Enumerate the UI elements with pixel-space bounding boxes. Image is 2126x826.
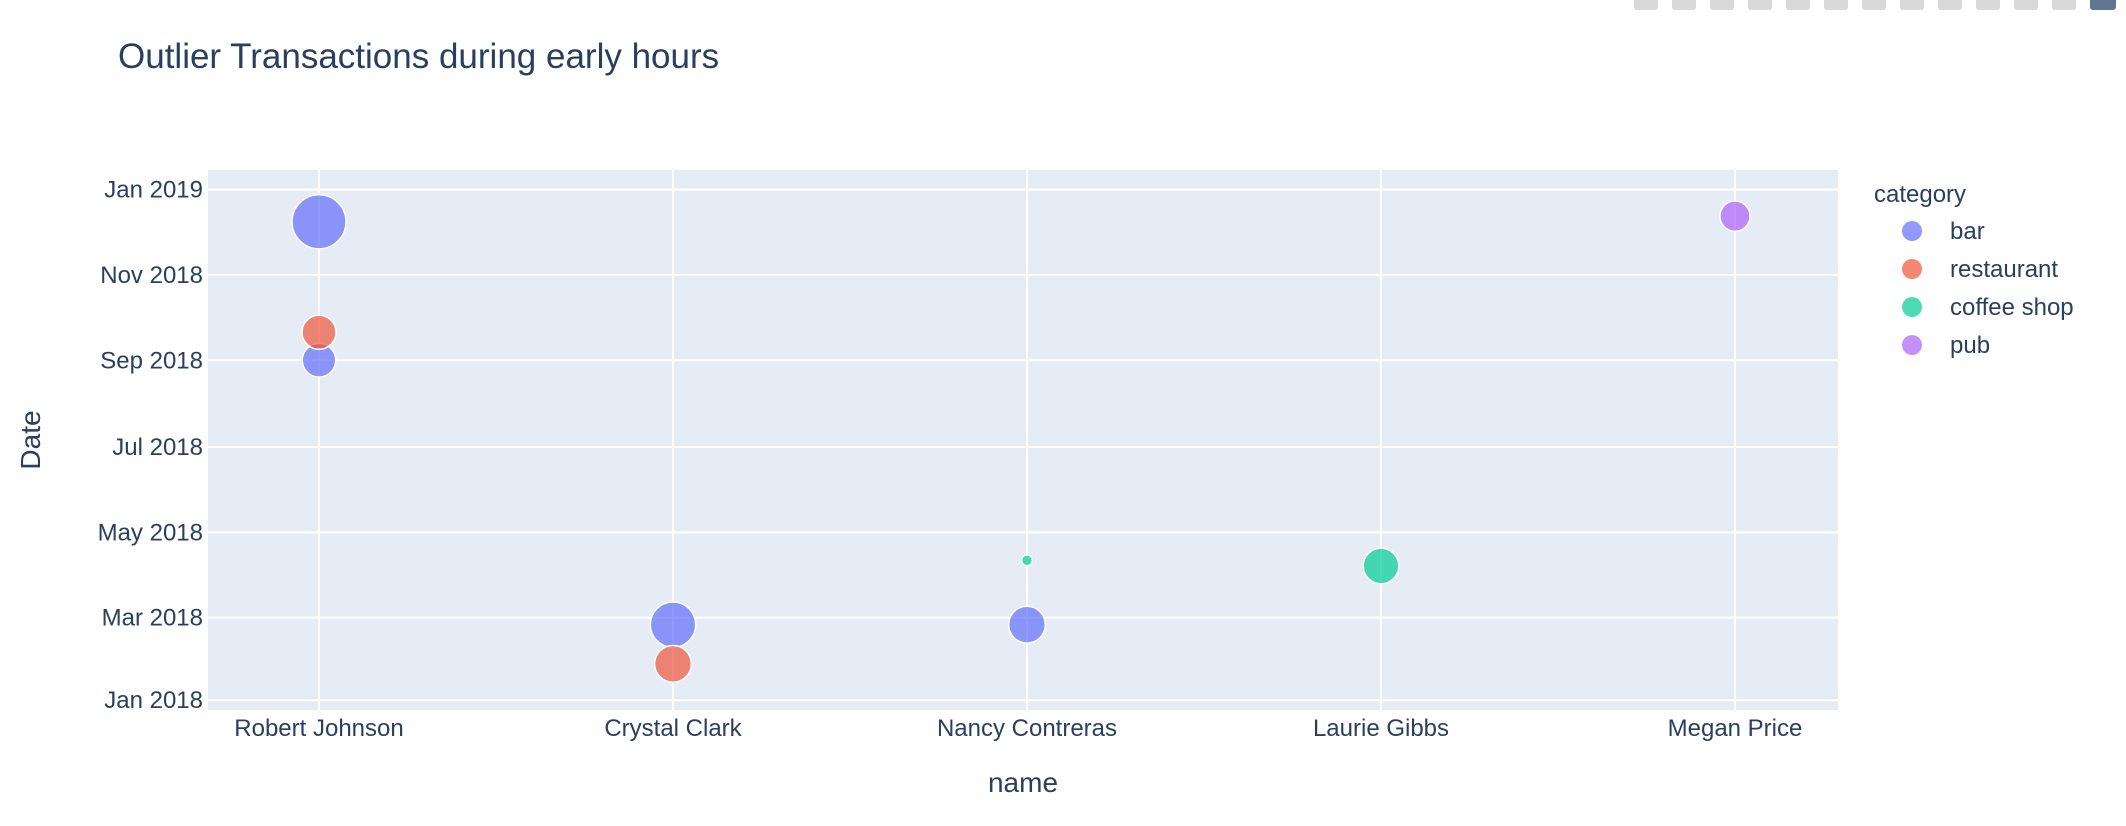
autoscale-icon[interactable] <box>1900 0 1924 10</box>
y-tick-label: May 2018 <box>98 519 203 546</box>
y-tick-label: Sep 2018 <box>100 347 203 374</box>
data-point-bar[interactable] <box>1007 605 1047 644</box>
legend-item-label[interactable]: bar <box>1950 218 1985 245</box>
legend-item-label[interactable]: coffee shop <box>1950 294 2074 321</box>
data-points[interactable] <box>291 194 1751 683</box>
legend-title: category <box>1874 181 1966 208</box>
reset-axes-icon[interactable] <box>1938 0 1962 10</box>
y-tick-label: Jan 2018 <box>104 687 203 714</box>
pan-icon[interactable] <box>1710 0 1734 10</box>
x-tick-label: Megan Price <box>1668 715 1803 742</box>
lasso-select-icon[interactable] <box>1786 0 1810 10</box>
legend-marker[interactable] <box>1902 297 1922 317</box>
data-point-restaurant[interactable] <box>301 314 337 351</box>
legend-marker[interactable] <box>1902 335 1922 355</box>
y-tick-label: Jul 2018 <box>112 434 203 461</box>
legend-item-label[interactable]: restaurant <box>1950 256 2058 283</box>
data-point-coffee-shop[interactable] <box>1020 554 1034 567</box>
y-tick-label: Mar 2018 <box>102 605 203 632</box>
data-point-bar[interactable] <box>649 601 697 649</box>
modebar[interactable] <box>1634 0 2116 14</box>
legend-marker[interactable] <box>1902 221 1922 241</box>
hover-closest-icon[interactable] <box>2014 0 2038 10</box>
legend-marker[interactable] <box>1902 259 1922 279</box>
spike-lines-icon[interactable] <box>1976 0 2000 10</box>
y-tick-label: Nov 2018 <box>100 262 203 289</box>
x-axis-label: name <box>988 767 1058 798</box>
x-tick-label: Crystal Clark <box>604 715 742 742</box>
data-point-bar[interactable] <box>291 194 347 250</box>
zoom-in-icon[interactable] <box>1824 0 1848 10</box>
data-point-coffee-shop[interactable] <box>1362 547 1400 585</box>
x-tick-label: Laurie Gibbs <box>1313 715 1449 742</box>
data-point-restaurant[interactable] <box>653 644 693 683</box>
plotly-logo-icon[interactable] <box>2090 0 2116 10</box>
x-tick-label: Robert Johnson <box>234 715 403 742</box>
chart-title: Outlier Transactions during early hours <box>118 37 719 76</box>
y-axis-label: Date <box>15 410 46 469</box>
legend-item-label[interactable]: pub <box>1950 332 1990 359</box>
data-point-pub[interactable] <box>1719 200 1751 233</box>
box-select-icon[interactable] <box>1748 0 1772 10</box>
legend[interactable]: category bar restaurant coffee shop pub <box>1874 181 2074 359</box>
y-tick-label: Jan 2019 <box>104 177 203 204</box>
zoom-icon[interactable] <box>1672 0 1696 10</box>
axis-ticks: Robert Johnson Crystal Clark Nancy Contrer… <box>98 177 1803 742</box>
camera-icon[interactable] <box>1634 0 1658 10</box>
hover-compare-icon[interactable] <box>2052 0 2076 10</box>
x-tick-label: Nancy Contreras <box>937 715 1117 742</box>
zoom-out-icon[interactable] <box>1862 0 1886 10</box>
